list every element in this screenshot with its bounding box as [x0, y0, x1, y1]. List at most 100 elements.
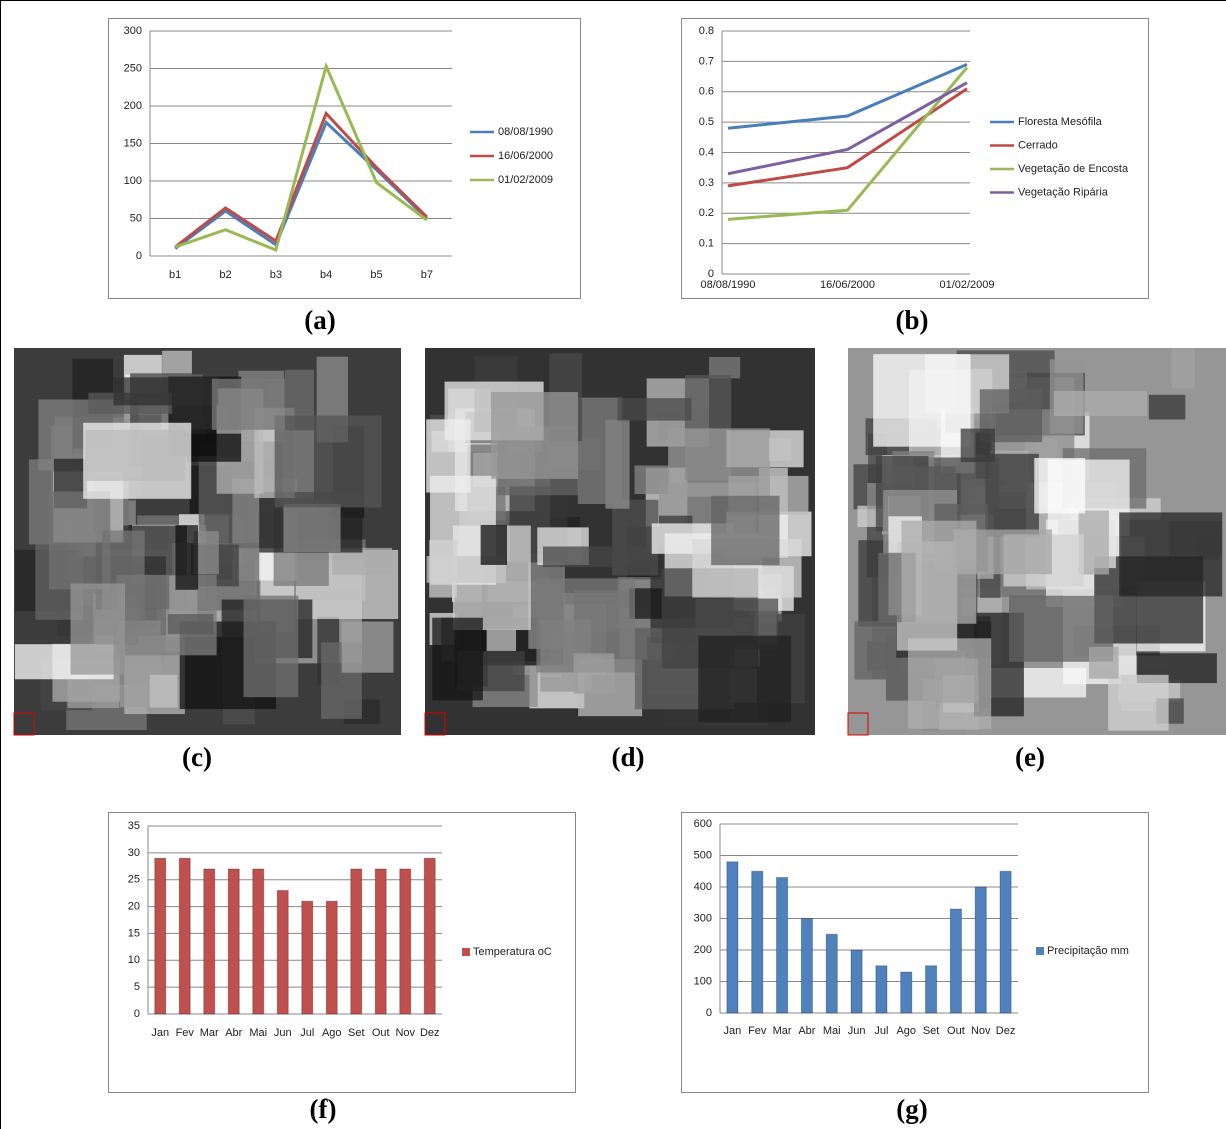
series-line: [174, 110, 428, 249]
x-tick-label: 08/08/1990: [700, 279, 755, 291]
x-tick-label: Jul: [874, 1025, 888, 1037]
bar: [154, 857, 167, 1015]
image-patch: [711, 495, 780, 566]
image-patch: [1148, 394, 1186, 420]
image-patch: [873, 354, 971, 447]
image-patch: [709, 356, 741, 379]
bar: [227, 868, 240, 1015]
x-tick-label: Fev: [748, 1025, 767, 1037]
panel-label: (f): [310, 1094, 337, 1124]
bar: [999, 870, 1012, 1014]
legend-swatch: [462, 948, 470, 956]
x-tick-label: Mar: [773, 1025, 792, 1037]
image-patch: [668, 428, 770, 497]
series-line: [174, 61, 428, 253]
bar: [374, 868, 387, 1015]
image-patch: [432, 617, 483, 701]
x-tick-label: b3: [270, 269, 282, 281]
y-tick-label: 0.2: [699, 207, 714, 219]
image-patch: [1119, 512, 1223, 597]
x-tick-label: Mai: [823, 1025, 841, 1037]
panel-label: (a): [304, 305, 335, 335]
x-tick-label: b1: [169, 269, 181, 281]
y-tick-label: 300: [124, 25, 142, 37]
y-tick-label: 0: [708, 268, 714, 280]
y-tick-label: 30: [128, 847, 140, 859]
y-tick-label: 250: [124, 62, 142, 74]
x-tick-label: Ago: [896, 1025, 916, 1037]
y-tick-label: 5: [134, 981, 140, 993]
y-tick-label: 0.3: [699, 177, 714, 189]
x-tick-label: Nov: [395, 1027, 415, 1039]
y-tick-label: 0: [134, 1008, 140, 1020]
bar: [850, 949, 863, 1014]
image-patch: [175, 525, 199, 590]
legend-swatch: [1036, 947, 1044, 955]
legend-label: Precipitação mm: [1047, 945, 1129, 957]
legend-label: Vegetação de Encosta: [1018, 163, 1129, 175]
series-line: [174, 119, 428, 250]
x-tick-label: Out: [947, 1025, 965, 1037]
image-patch: [113, 377, 219, 406]
legend-label: 01/02/2009: [498, 174, 553, 186]
legend-label: 08/08/1990: [498, 126, 553, 138]
x-tick-label: b7: [421, 269, 433, 281]
image-patch: [1053, 390, 1147, 417]
image-patch: [70, 583, 126, 675]
bar: [900, 971, 913, 1014]
x-tick-label: Set: [348, 1027, 365, 1039]
x-tick-label: Jan: [724, 1025, 742, 1037]
series-line: [727, 63, 968, 130]
y-tick-label: 35: [128, 820, 140, 832]
bar: [178, 857, 191, 1015]
y-tick-label: 0: [706, 1007, 712, 1019]
image-patch: [577, 397, 623, 505]
bar: [974, 886, 987, 1014]
y-tick-label: 20: [128, 900, 140, 912]
bar: [301, 900, 314, 1015]
legend-label: Cerrado: [1018, 139, 1058, 151]
x-tick-label: b2: [219, 269, 231, 281]
image-patch: [1171, 348, 1195, 389]
image-patch: [48, 491, 111, 590]
image-patch: [960, 428, 996, 463]
bar: [203, 868, 216, 1015]
series-line: [727, 81, 968, 176]
y-tick-label: 10: [128, 954, 140, 966]
x-tick-label: b4: [320, 269, 332, 281]
x-tick-label: Dez: [420, 1027, 440, 1039]
x-tick-label: Nov: [971, 1025, 991, 1037]
x-tick-label: Dez: [996, 1025, 1016, 1037]
y-tick-label: 50: [130, 212, 142, 224]
image-patch: [83, 422, 192, 499]
y-tick-label: 200: [124, 100, 142, 112]
image-patch: [480, 524, 508, 565]
y-tick-label: 100: [694, 975, 712, 987]
bar: [800, 918, 814, 1014]
x-tick-label: Abr: [798, 1025, 815, 1037]
y-tick-label: 200: [694, 944, 712, 956]
image-patch: [1088, 646, 1119, 679]
image-patch: [901, 520, 977, 624]
panel-label: (b): [896, 305, 929, 335]
image-marker: [13, 712, 35, 736]
y-tick-label: 0.1: [699, 238, 714, 250]
bar: [350, 868, 363, 1015]
bar: [825, 933, 838, 1014]
image-patch: [908, 638, 992, 729]
image-patch: [283, 503, 341, 553]
y-tick-label: 400: [694, 881, 712, 893]
x-tick-label: Set: [923, 1025, 940, 1037]
image-patch: [243, 595, 299, 698]
chart-frame: [108, 18, 581, 299]
y-tick-label: 0: [136, 250, 142, 262]
bar: [775, 877, 789, 1014]
y-tick-label: 600: [694, 818, 712, 830]
y-tick-label: 300: [694, 912, 712, 924]
legend-label: Temperatura oC: [473, 946, 552, 958]
bar: [423, 857, 436, 1015]
x-tick-label: Jan: [151, 1027, 169, 1039]
